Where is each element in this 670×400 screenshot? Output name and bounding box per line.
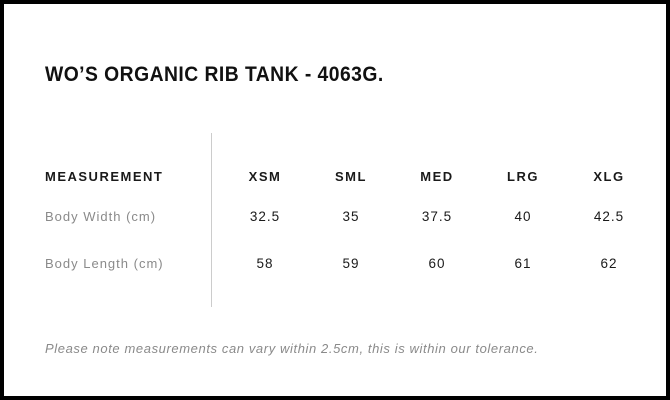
row-label-body-length: Body Length (cm)	[45, 256, 164, 271]
cell-body-length-sml: 59	[342, 256, 360, 271]
row-label-body-width: Body Width (cm)	[45, 209, 157, 224]
cell-body-width-xlg: 42.5	[593, 209, 625, 224]
column-header-xlg: XLG	[593, 169, 625, 184]
cell-body-length-lrg: 61	[514, 256, 532, 271]
cell-body-length-xsm: 58	[256, 256, 274, 271]
page-title: WO’S ORGANIC RIB TANK - 4063G.	[45, 63, 384, 87]
cell-body-width-lrg: 40	[514, 209, 532, 224]
cell-body-length-med: 60	[428, 256, 446, 271]
column-header-xsm: XSM	[248, 169, 282, 184]
tolerance-note: Please note measurements can vary within…	[45, 341, 539, 356]
size-table: MEASUREMENT XSM SML MED LRG XLG Body Wid…	[45, 160, 652, 287]
cell-body-width-med: 37.5	[421, 209, 453, 224]
cell-body-length-xlg: 62	[600, 256, 618, 271]
column-header-lrg: LRG	[507, 169, 539, 184]
column-header-measurement: MEASUREMENT	[45, 169, 164, 184]
cell-body-width-sml: 35	[342, 209, 360, 224]
cell-body-width-xsm: 32.5	[249, 209, 281, 224]
column-header-sml: SML	[335, 169, 367, 184]
column-header-med: MED	[420, 169, 454, 184]
table-column-divider	[211, 133, 212, 307]
